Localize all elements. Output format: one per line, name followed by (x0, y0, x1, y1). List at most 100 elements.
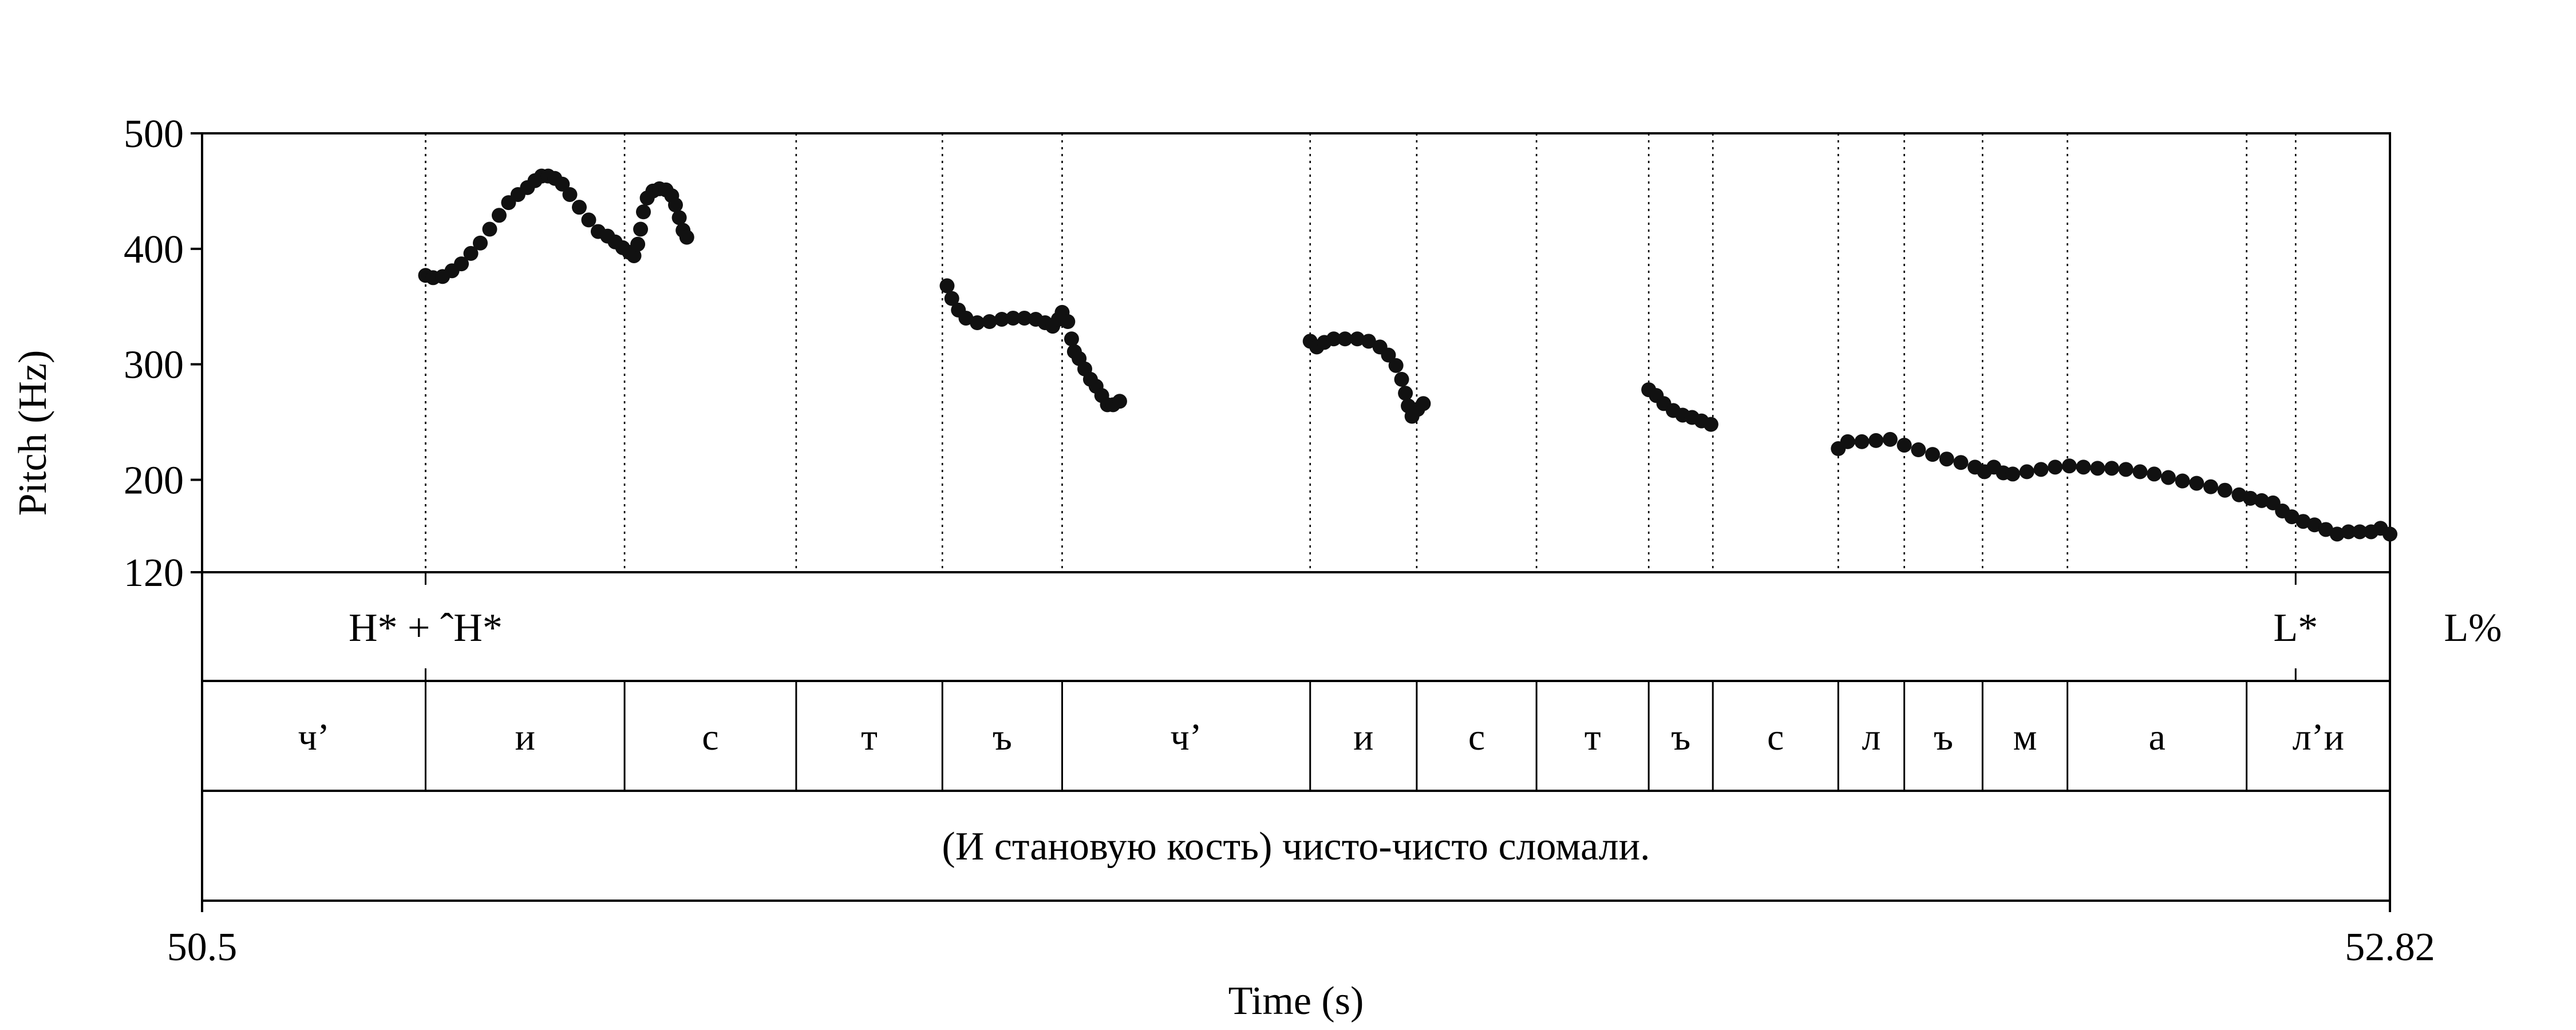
transcription-tier-frame (201, 790, 2391, 902)
y-axis-ticks: 500 400 300 200 120 (124, 112, 202, 595)
pitch-point (1361, 334, 1376, 349)
pitch-point (454, 256, 469, 272)
pitch-point (1017, 310, 1032, 326)
tone-label: H* + ˆH* (349, 606, 503, 650)
pitch-point (1939, 451, 1954, 467)
pitch-point (2231, 487, 2247, 502)
x-axis-title: Time (s) (1228, 979, 1364, 1023)
pitch-point (970, 315, 985, 331)
pitch-point (671, 210, 687, 225)
pitch-point (2005, 466, 2021, 482)
pitch-point (2341, 524, 2356, 540)
pitch-point (2217, 482, 2233, 498)
pitch-point (994, 311, 1010, 327)
pitch-point (1882, 431, 1898, 447)
pitch-point (2189, 476, 2204, 491)
pitch-point (1868, 433, 1884, 448)
pitch-point (1854, 434, 1870, 449)
pitch-point (626, 248, 642, 263)
pitch-point (2318, 522, 2333, 537)
pitch-point (1911, 442, 1926, 458)
pitch-point (562, 187, 578, 202)
segment-label: ъ (1671, 716, 1690, 758)
tone-label: L% (2444, 606, 2502, 650)
y-axis-title: Pitch (Hz) (11, 350, 55, 516)
pitch-point (2147, 466, 2162, 482)
pitch-point (668, 197, 683, 213)
pitch-point (571, 200, 587, 215)
pitch-point (2090, 461, 2105, 476)
pitch-point (1703, 417, 1718, 432)
segment-label: м (2013, 716, 2037, 758)
y-tick-label: 400 (124, 228, 184, 272)
pitch-point (1388, 358, 1404, 373)
pitch-point (1897, 437, 1912, 453)
y-tick-label: 500 (124, 112, 184, 156)
pitch-point (2175, 473, 2190, 489)
pitch-point (491, 208, 507, 223)
segment-label: с (1767, 716, 1784, 758)
pitch-point (2307, 517, 2322, 533)
segment-label: т (861, 716, 878, 758)
pitch-point (1840, 434, 1855, 449)
pitch-point (2048, 459, 2063, 475)
pitch-point (1416, 396, 1431, 411)
pitch-point (1394, 371, 1409, 387)
transcription-text: (И становую кость) чисто-чисто сломали. (942, 825, 1650, 869)
pitch-point (463, 245, 479, 261)
pitch-point (1953, 455, 1969, 470)
pitch-point (1398, 386, 1413, 401)
pitch-point (635, 204, 651, 220)
pitch-point (2284, 509, 2300, 525)
segment-label: с (1468, 716, 1485, 758)
pitch-point (581, 212, 596, 228)
pitch-point (2076, 459, 2091, 475)
segment-label: ч’ (1170, 716, 1202, 758)
pitch-point (944, 291, 959, 306)
segment-dividers (424, 681, 2248, 791)
segment-label: л (1862, 716, 1880, 758)
pitch-points (418, 168, 2397, 542)
pitch-point (2104, 461, 2120, 476)
y-tick-label: 300 (124, 343, 184, 387)
segment-label: ъ (993, 716, 1012, 758)
pitch-point (1112, 394, 1127, 409)
pitch-point (1381, 347, 1396, 363)
pitch-point (958, 310, 974, 326)
pitch-point (555, 176, 570, 192)
pitch-point (2352, 524, 2368, 540)
pitch-point (1005, 310, 1021, 326)
pitch-point (1337, 331, 1353, 347)
segment-label: а (2148, 716, 2165, 758)
segment-label: и (515, 716, 535, 758)
pitch-point (2254, 493, 2269, 508)
pitch-point (1326, 331, 1341, 347)
pitch-point (2203, 479, 2218, 494)
segment-label: ъ (1934, 716, 1953, 758)
pitch-point (1064, 331, 1079, 347)
pitch-point (2118, 462, 2134, 477)
x-tick-label: 52.82 (2345, 925, 2435, 969)
pitch-point (679, 229, 694, 245)
segment-label: л’и (2293, 716, 2344, 758)
pitch-point (630, 236, 646, 252)
pitch-point (2329, 526, 2345, 542)
x-axis-ticks: 50.5 52.82 (167, 901, 2435, 969)
segment-tier-labels: ч’ и с т ъ ч’ и с т ъ с л ъ м а л’и (298, 716, 2344, 758)
tone-tier-labels: H* + ˆH* L* L% (349, 606, 2502, 650)
pitch-point (939, 278, 955, 294)
y-tick-label: 120 (124, 551, 184, 595)
pitch-point (2019, 464, 2034, 480)
segment-label: ч’ (298, 716, 330, 758)
pitch-point (633, 221, 649, 237)
pitch-point (2243, 490, 2258, 506)
pitch-point (2160, 470, 2176, 485)
pitch-point (2033, 462, 2049, 477)
pitch-point (2061, 458, 2077, 474)
pitch-point (482, 221, 497, 237)
pitch-point (982, 314, 997, 330)
segment-label: с (702, 716, 718, 758)
pitch-point (1350, 331, 1365, 347)
